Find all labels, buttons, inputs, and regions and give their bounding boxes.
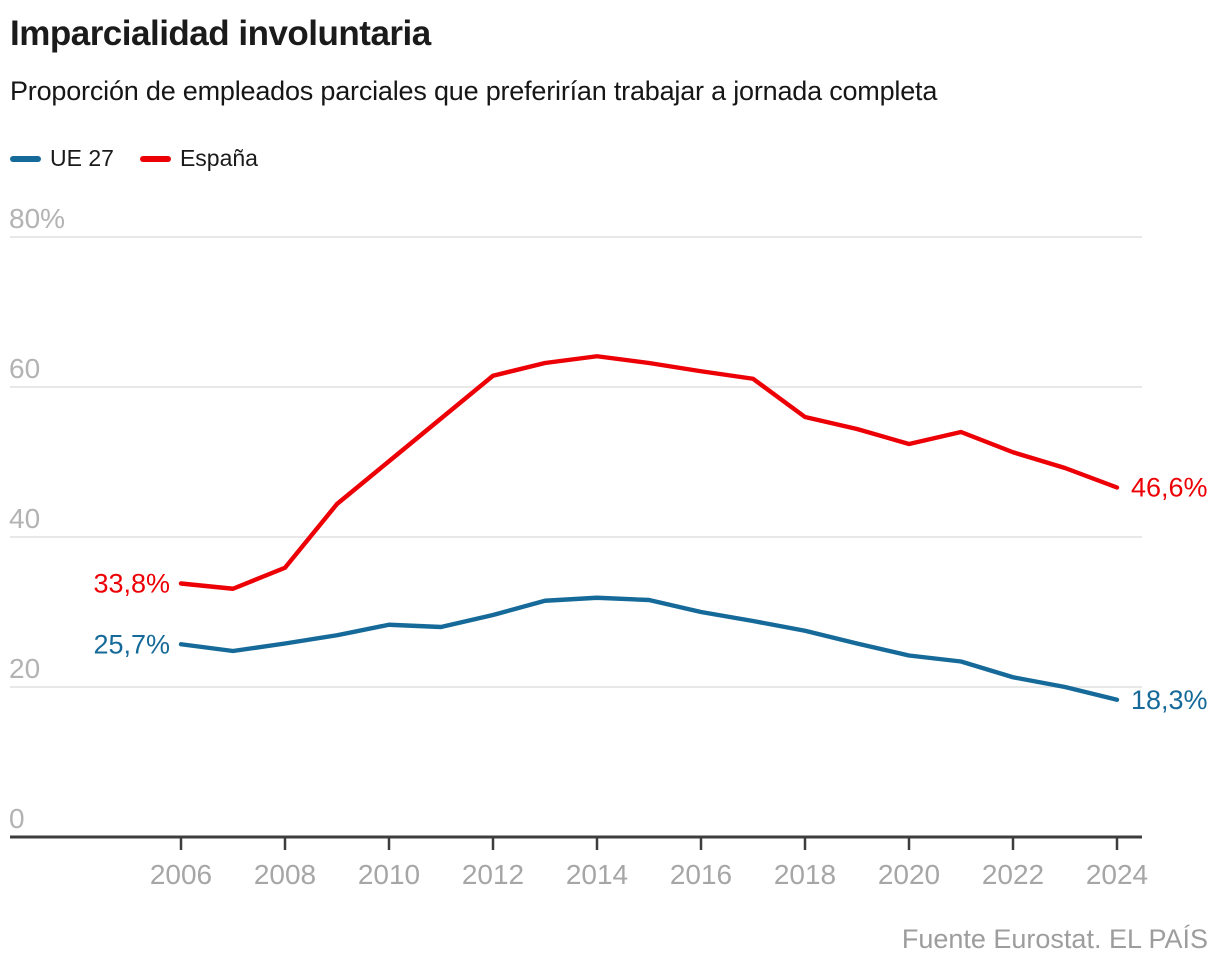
legend-item-espana: España xyxy=(139,145,258,172)
legend-swatch-espana xyxy=(139,155,171,162)
series-line-ue27 xyxy=(178,595,1120,702)
x-tick-label: 2022 xyxy=(982,859,1044,890)
y-tick-label: 0 xyxy=(9,803,25,834)
x-tick-label: 2010 xyxy=(358,859,420,890)
y-tick-label: 80% xyxy=(9,203,65,234)
x-tick-label: 2018 xyxy=(774,859,836,890)
source-credit: Fuente Eurostat. EL PAÍS xyxy=(901,924,1208,954)
value-label: 46,6% xyxy=(1131,473,1208,503)
legend-label-espana: España xyxy=(179,145,258,171)
value-label: 25,7% xyxy=(93,629,170,659)
x-tick-label: 2012 xyxy=(462,859,524,890)
x-tick-label: 2024 xyxy=(1086,859,1148,890)
legend-swatch-ue27 xyxy=(10,155,41,162)
chart-title: Imparcialidad involuntaria xyxy=(10,14,431,53)
legend-item-ue27: UE 27 xyxy=(10,145,114,172)
y-tick-label: 40 xyxy=(9,503,40,534)
series-line-espana xyxy=(178,354,1120,591)
chart-legend: UE 27 España xyxy=(10,145,258,172)
legend-label-ue27: UE 27 xyxy=(50,145,114,171)
x-tick-label: 2006 xyxy=(150,859,212,890)
x-tick-label: 2020 xyxy=(878,859,940,890)
y-tick-label: 20 xyxy=(9,653,40,684)
x-tick-label: 2008 xyxy=(254,859,316,890)
value-label: 33,8% xyxy=(93,569,170,599)
x-tick-label: 2016 xyxy=(670,859,732,890)
y-tick-label: 60 xyxy=(9,353,40,384)
chart-subtitle: Proporción de empleados parciales que pr… xyxy=(10,76,938,106)
x-tick-label: 2014 xyxy=(566,859,628,890)
value-label: 18,3% xyxy=(1131,685,1208,715)
